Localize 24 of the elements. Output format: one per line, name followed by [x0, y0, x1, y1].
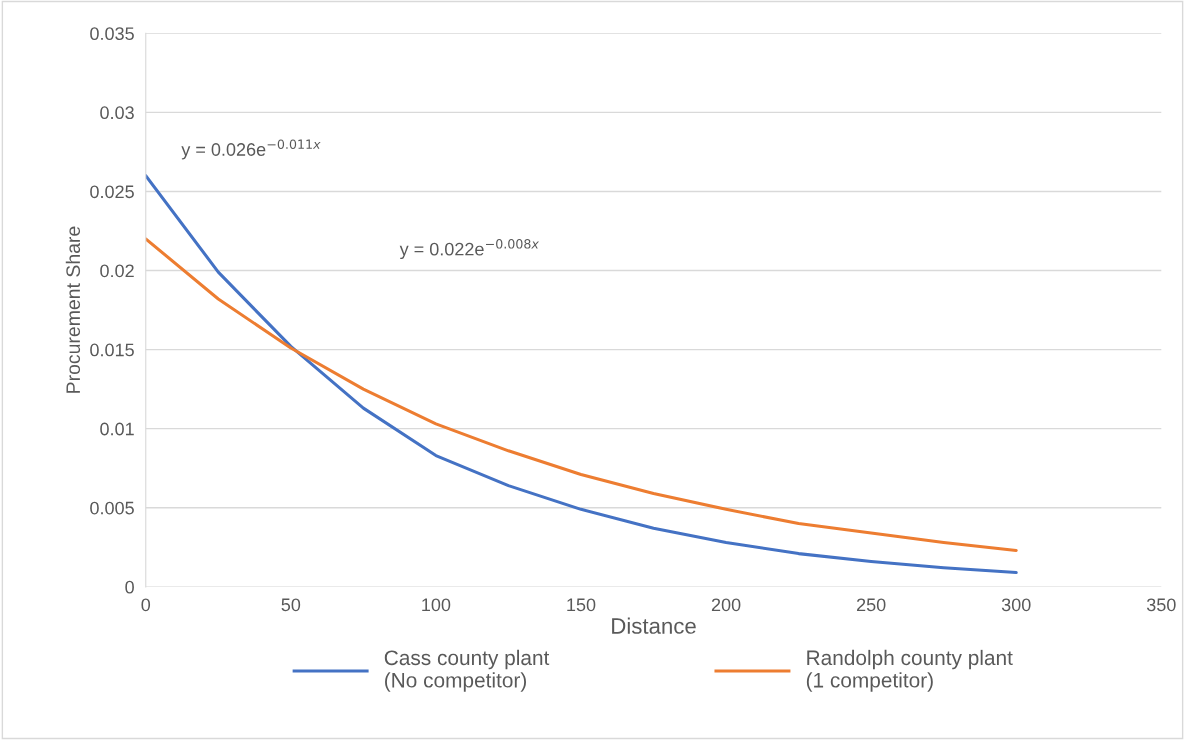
legend-label: Cass county plant (No competitor) [384, 649, 550, 692]
x-axis-title: Distance [612, 617, 696, 634]
x-tick-label: 250 [856, 598, 886, 612]
y-tick-label: 0.015 [90, 343, 134, 357]
y-tick-label: 0.01 [100, 422, 134, 436]
y-axis-title: Procurement Share [65, 226, 81, 393]
line-series [145, 174, 1018, 575]
y-tick-label: 0.035 [90, 27, 134, 41]
x-tick-label: 150 [567, 598, 596, 612]
x-tick-label: 200 [711, 598, 741, 612]
y-tick-label: 0.02 [100, 264, 134, 278]
y-tick-label: 0 [125, 580, 134, 594]
x-tick-label: 100 [422, 598, 451, 612]
x-tick-label: 350 [1146, 598, 1176, 612]
x-tick-label: 50 [281, 598, 301, 612]
x-tick-label: 0 [141, 598, 151, 612]
annotation: y = 0.022e$^{−0.008x}$ [399, 239, 539, 260]
y-tick-label: 0.005 [90, 501, 134, 515]
line-series [145, 237, 1018, 552]
annotation: y = 0.026e$^{−0.011x}$ [181, 139, 321, 160]
legend-label: Randolph county plant (1 competitor) [806, 649, 1013, 692]
y-tick-label: 0.03 [100, 106, 134, 120]
x-tick-label: 300 [1001, 598, 1031, 612]
y-tick-label: 0.025 [90, 185, 134, 199]
